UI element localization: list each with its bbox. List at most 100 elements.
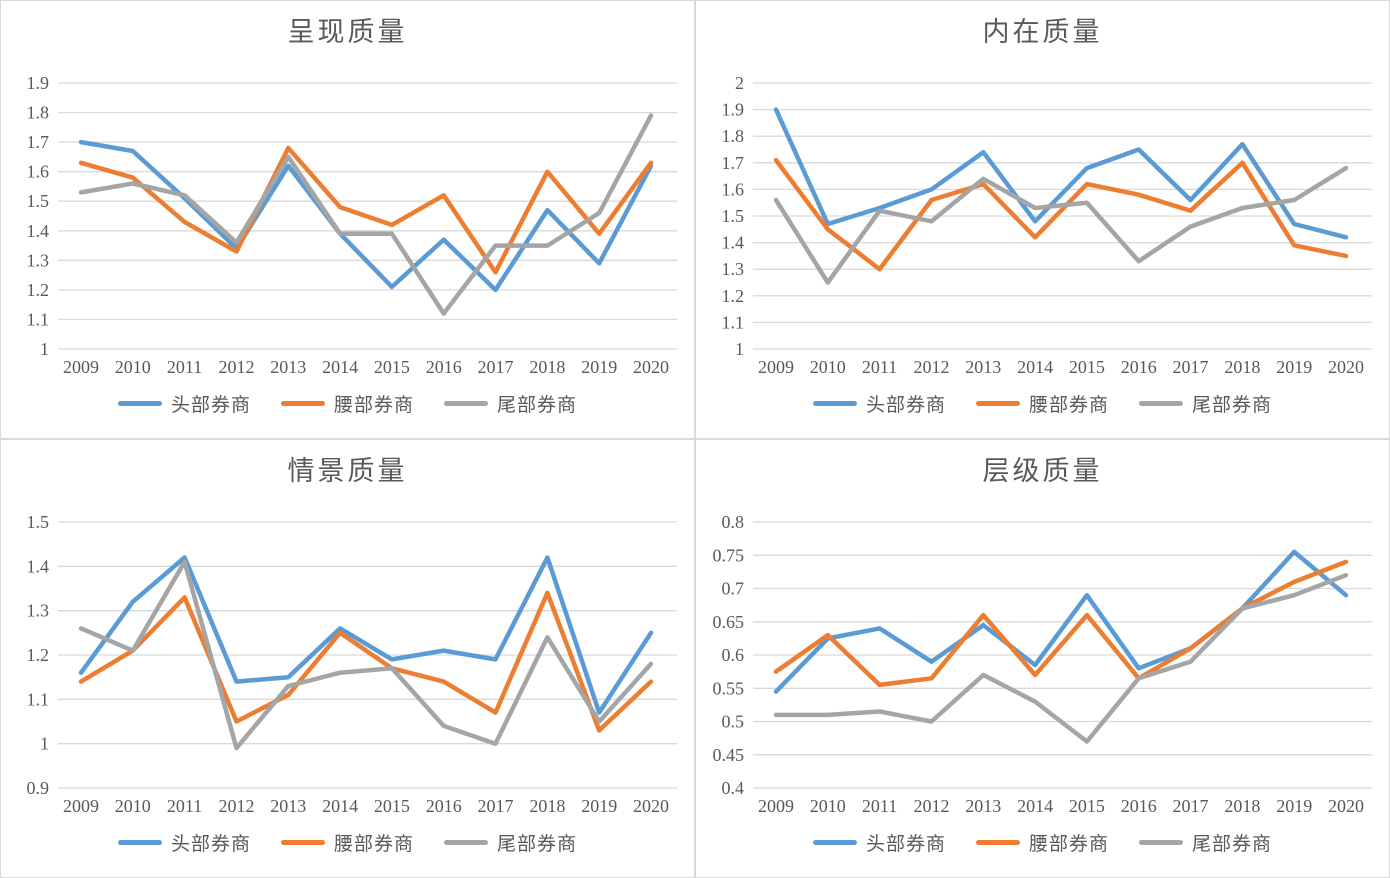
chart-title: 内在质量 <box>982 17 1103 47</box>
y-axis-tick-label: 0.75 <box>713 545 745 565</box>
x-axis-tick-label: 2011 <box>862 357 897 377</box>
x-axis-tick-label: 2019 <box>581 796 617 816</box>
legend-label: 头部券商 <box>865 394 946 416</box>
series-line <box>773 559 1349 688</box>
legend-item: 尾部券商 <box>444 390 577 417</box>
series-line <box>78 555 654 715</box>
legend-line-marker <box>280 839 325 845</box>
x-axis-tick-label: 2011 <box>167 357 202 377</box>
legend-line-marker <box>812 839 857 845</box>
series-line <box>78 113 654 316</box>
y-axis-tick-label: 2 <box>735 73 744 93</box>
chart-legend: 头部券商 腰部券商 尾部券商 <box>117 389 577 417</box>
y-axis-tick-label: 1.8 <box>722 126 745 146</box>
y-axis-tick-label: 1.7 <box>722 153 745 173</box>
y-axis-tick-label: 1.6 <box>27 162 50 182</box>
chart-panel-presentation-quality: 呈现质量 1.9 1.8 1.7 1.6 1.5 1.4 1.3 1.2 1.1 1 2009 201… <box>1 1 694 438</box>
y-axis-tick-label: 1.2 <box>27 280 50 300</box>
chart-panel-intrinsic-quality: 内在质量 2 1.9 1.8 1.7 1.6 1.5 1.4 1.3 1.2 1.1 1 2009 20… <box>696 1 1389 438</box>
y-axis-tick-label: 0.4 <box>722 778 745 798</box>
x-axis-tick-label: 2019 <box>1276 357 1312 377</box>
legend-label: 尾部券商 <box>497 833 578 855</box>
legend-label: 尾部券商 <box>497 394 578 416</box>
legend-label: 腰部券商 <box>1028 394 1109 416</box>
x-axis-tick-label: 2020 <box>1328 796 1364 816</box>
x-axis-tick-label: 2018 <box>1224 796 1260 816</box>
legend-label: 腰部券商 <box>333 833 414 855</box>
x-axis-tick-label: 2011 <box>167 796 202 816</box>
y-axis-tick-label: 0.9 <box>27 778 50 798</box>
x-axis-tick-label: 2020 <box>633 796 669 816</box>
y-axis-tick-label: 0.6 <box>722 645 745 665</box>
y-axis-tick-label: 0.7 <box>722 579 745 599</box>
legend-line-marker <box>975 839 1020 845</box>
x-axis-tick-label: 2010 <box>115 357 151 377</box>
x-axis-tick-label: 2012 <box>914 796 950 816</box>
x-axis-tick-label: 2015 <box>374 357 410 377</box>
y-axis-tick-label: 1.4 <box>722 233 745 253</box>
legend-item: 头部券商 <box>117 829 251 856</box>
x-axis-tick-label: 2016 <box>426 357 462 377</box>
legend-item: 头部券商 <box>812 390 946 417</box>
y-axis-tick-label: 1.6 <box>722 179 745 199</box>
x-axis-tick-label: 2013 <box>965 357 1001 377</box>
y-axis-tick-label: 1.3 <box>27 250 50 270</box>
legend-item: 腰部券商 <box>975 829 1109 856</box>
y-axis-tick-label: 1 <box>40 734 49 754</box>
x-axis-tick-label: 2009 <box>63 357 99 377</box>
chart-title: 层级质量 <box>982 456 1103 486</box>
y-axis-tick-label: 1.1 <box>27 309 50 329</box>
legend-item: 尾部券商 <box>444 829 577 856</box>
y-axis-tick-label: 1.8 <box>27 103 50 123</box>
legend-item: 尾部券商 <box>1139 390 1272 417</box>
legend-item: 头部券商 <box>117 390 251 417</box>
legend-line-marker <box>1139 400 1183 406</box>
y-axis-tick-label: 1.5 <box>27 191 50 211</box>
x-axis-tick-label: 2020 <box>1328 357 1364 377</box>
y-axis-tick-label: 1.9 <box>27 73 50 93</box>
x-axis-tick-label: 2010 <box>115 796 151 816</box>
legend-item: 尾部券商 <box>1139 829 1272 856</box>
legend-label: 腰部券商 <box>1028 833 1109 855</box>
y-axis-tick-label: 0.5 <box>722 712 745 732</box>
y-axis-tick-label: 1.4 <box>27 221 50 241</box>
chart-legend: 头部券商 腰部券商 尾部券商 <box>812 828 1272 856</box>
legend-item: 腰部券商 <box>280 829 414 856</box>
legend-line-marker <box>812 400 857 406</box>
legend-line-marker <box>444 400 488 406</box>
y-axis-tick-label: 1.9 <box>722 100 745 120</box>
x-axis-tick-label: 2018 <box>529 357 565 377</box>
legend-line-marker <box>117 839 162 845</box>
x-axis-tick-label: 2013 <box>270 796 306 816</box>
y-axis-tick-label: 1.1 <box>27 689 50 709</box>
x-axis-tick-label: 2017 <box>1173 357 1209 377</box>
legend-line-marker <box>280 400 325 406</box>
y-axis-tick-label: 0.8 <box>722 512 745 532</box>
y-axis-tick-label: 0.45 <box>713 745 745 765</box>
line-chart: 1.9 1.8 1.7 1.6 1.5 1.4 1.3 1.2 1.1 1 2009 2010 2011… <box>27 73 677 377</box>
x-axis-tick-label: 2011 <box>862 796 897 816</box>
x-axis-tick-label: 2014 <box>1017 357 1053 377</box>
legend-label: 头部券商 <box>170 394 251 416</box>
y-axis-tick-label: 1.2 <box>27 645 50 665</box>
y-axis-tick-label: 1 <box>735 339 744 359</box>
x-axis-tick-label: 2013 <box>270 357 306 377</box>
x-axis-tick-label: 2015 <box>1069 357 1105 377</box>
series-line <box>773 107 1349 240</box>
series-line <box>773 157 1349 272</box>
x-axis-tick-label: 2016 <box>426 796 462 816</box>
x-axis-tick-label: 2013 <box>965 796 1001 816</box>
chart-legend: 头部券商 腰部券商 尾部券商 <box>117 828 577 856</box>
legend-line-marker <box>1139 839 1183 845</box>
legend-line-marker <box>975 400 1020 406</box>
x-axis-tick-label: 2009 <box>758 357 794 377</box>
y-axis-tick-label: 1.3 <box>722 259 745 279</box>
x-axis-tick-label: 2015 <box>374 796 410 816</box>
line-chart: 1.5 1.4 1.3 1.2 1.1 1 0.9 2009 2010 2011 2012 2013 2… <box>27 512 677 816</box>
chart-title: 呈现质量 <box>287 17 408 47</box>
x-axis-tick-label: 2017 <box>478 357 514 377</box>
chart-title: 情景质量 <box>287 456 408 486</box>
y-axis-tick-label: 1.5 <box>27 512 50 532</box>
series-line <box>78 590 654 733</box>
x-axis-tick-label: 2015 <box>1069 796 1105 816</box>
